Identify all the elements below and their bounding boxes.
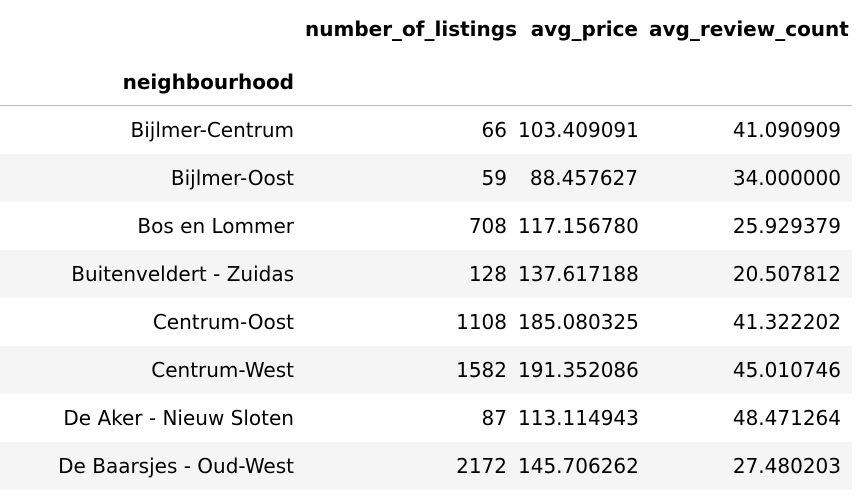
table-row: De Baarsjes - Oud-West 2172 145.706262 27.4…	[0, 442, 852, 490]
cell-number-of-listings: 708	[468, 214, 507, 238]
table-row: Bos en Lommer 708 117.156780 25.929379	[0, 202, 852, 250]
table-row: Bijlmer-Oost 59 88.457627 34.000000	[0, 154, 852, 202]
row-index-neighbourhood: De Baarsjes - Oud-West	[58, 454, 294, 478]
cell-avg-price: 113.114943	[518, 406, 639, 430]
index-name-header: neighbourhood	[0, 58, 305, 106]
cell-avg-price: 137.617188	[518, 262, 639, 286]
table-header: number_of_listings avg_price avg_review_…	[0, 0, 852, 106]
cell-avg-price: 191.352086	[518, 358, 639, 382]
cell-avg-review-count: 45.010746	[732, 358, 841, 382]
table-row: Centrum-West 1582 191.352086 45.010746	[0, 346, 852, 394]
column-header-row: number_of_listings avg_price avg_review_…	[0, 0, 852, 58]
cell-avg-price: 185.080325	[518, 310, 639, 334]
cell-avg-price: 103.409091	[518, 118, 639, 142]
index-name-row: neighbourhood	[0, 58, 852, 106]
dataframe-table: number_of_listings avg_price avg_review_…	[0, 0, 852, 490]
cell-number-of-listings: 128	[468, 262, 507, 286]
column-header-number-of-listings: number_of_listings	[305, 17, 517, 41]
cell-number-of-listings: 2172	[456, 454, 507, 478]
row-index-neighbourhood: Buitenveldert - Zuidas	[71, 262, 294, 286]
table-row: Buitenveldert - Zuidas 128 137.617188 20.50…	[0, 250, 852, 298]
row-index-neighbourhood: Centrum-West	[151, 358, 294, 382]
cell-avg-review-count: 27.480203	[732, 454, 841, 478]
column-header-avg-review-count: avg_review_count	[649, 17, 849, 41]
cell-avg-price: 88.457627	[529, 166, 638, 190]
table-row: Centrum-Oost 1108 185.080325 41.322202	[0, 298, 852, 346]
cell-avg-review-count: 41.090909	[732, 118, 841, 142]
cell-number-of-listings: 1108	[456, 310, 507, 334]
table-body: Bijlmer-Centrum 66 103.409091 41.090909 Bijl…	[0, 106, 852, 490]
row-index-neighbourhood: Centrum-Oost	[152, 310, 294, 334]
index-name-filler	[305, 58, 518, 106]
table-row: De Aker - Nieuw Sloten 87 113.114943 48.471…	[0, 394, 852, 442]
cell-number-of-listings: 1582	[456, 358, 507, 382]
table-row: Bijlmer-Centrum 66 103.409091 41.090909	[0, 106, 852, 155]
cell-number-of-listings: 66	[481, 118, 507, 142]
index-name-filler	[518, 58, 649, 106]
row-index-neighbourhood: Bijlmer-Centrum	[130, 118, 294, 142]
row-index-neighbourhood: Bijlmer-Oost	[170, 166, 294, 190]
index-header-blank	[0, 0, 305, 58]
cell-number-of-listings: 87	[481, 406, 507, 430]
column-header-avg-price: avg_price	[530, 17, 638, 41]
cell-number-of-listings: 59	[481, 166, 507, 190]
cell-avg-review-count: 20.507812	[732, 262, 841, 286]
cell-avg-review-count: 48.471264	[732, 406, 841, 430]
cell-avg-review-count: 25.929379	[732, 214, 841, 238]
cell-avg-price: 117.156780	[518, 214, 639, 238]
row-index-neighbourhood: De Aker - Nieuw Sloten	[63, 406, 294, 430]
cell-avg-review-count: 34.000000	[732, 166, 841, 190]
cell-avg-review-count: 41.322202	[732, 310, 841, 334]
index-name-filler	[649, 58, 852, 106]
cell-avg-price: 145.706262	[518, 454, 639, 478]
row-index-neighbourhood: Bos en Lommer	[137, 214, 294, 238]
